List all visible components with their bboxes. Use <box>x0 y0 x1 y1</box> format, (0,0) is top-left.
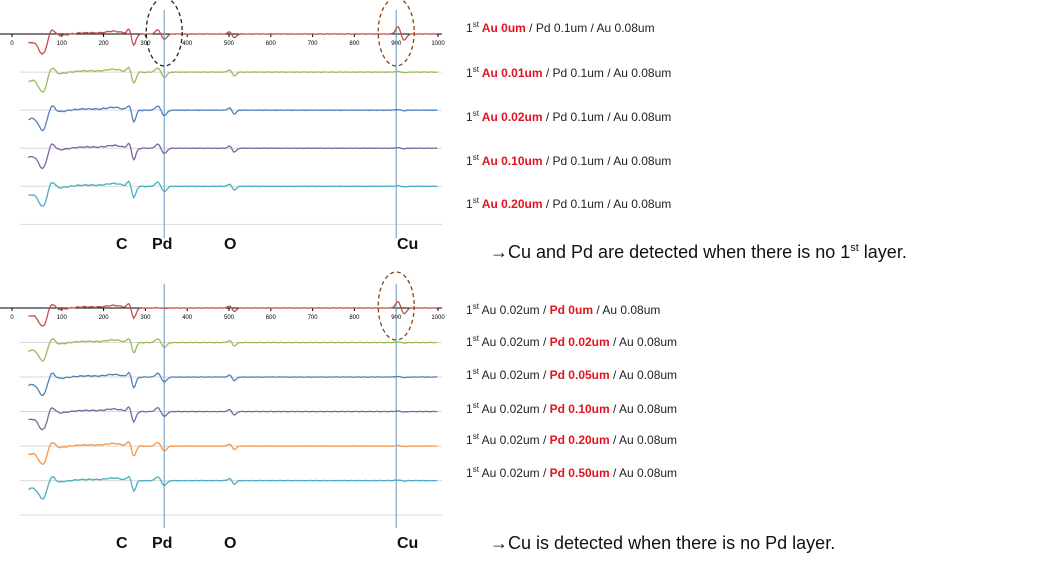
x-tick-label: 0 <box>10 315 14 321</box>
element-label: O <box>224 236 237 253</box>
highlight-circle <box>145 0 183 67</box>
spectrum-line <box>28 25 438 55</box>
x-tick-label: 500 <box>224 41 235 47</box>
spectrum-line <box>28 66 438 94</box>
x-tick-label: 800 <box>349 41 360 47</box>
legend-entry: 1st Au 0.02um / Pd 0.1um / Au 0.08um <box>466 109 672 124</box>
element-label: Pd <box>152 535 173 552</box>
conclusion-note: →Cu and Pd are detected when there is no… <box>490 242 907 262</box>
x-tick-label: 500 <box>224 315 235 321</box>
element-label: O <box>224 535 237 552</box>
spectrum-line <box>28 105 438 132</box>
legend-entry: 1st Au 0.02um / Pd 0.50um / Au 0.08um <box>466 465 678 480</box>
x-tick-label: 0 <box>10 41 14 47</box>
x-tick-label: 300 <box>140 41 151 47</box>
legend-entry: 1st Au 0.02um / Pd 0.20um / Au 0.08um <box>466 432 678 447</box>
auger-spectra-plot: 0100200300400500600700800900100001002003… <box>0 0 445 528</box>
x-tick-label: 700 <box>308 41 319 47</box>
x-tick-label: 1000 <box>431 41 445 47</box>
spectrum-line <box>28 406 438 431</box>
spectrum-line <box>28 371 438 397</box>
legend-entry: 1st Au 0.02um / Pd 0.10um / Au 0.08um <box>466 401 678 416</box>
highlight-circle <box>377 271 415 341</box>
x-tick-label: 700 <box>308 315 319 321</box>
element-label: Cu <box>397 535 419 552</box>
legend-entry: 1st Au 0.02um / Pd 0.05um / Au 0.08um <box>466 367 678 382</box>
x-tick-label: 200 <box>99 41 110 47</box>
spectrum-line <box>28 180 438 207</box>
spectrum-line <box>28 475 438 500</box>
x-tick-label: 1000 <box>431 315 445 321</box>
element-label: C <box>116 535 128 552</box>
highlight-circle <box>377 0 415 67</box>
element-label: Cu <box>397 236 419 253</box>
legend-entry: 1st Au 0.02um / Pd 0um / Au 0.08um <box>466 302 661 317</box>
legend-entry: 1st Au 0.10um / Pd 0.1um / Au 0.08um <box>466 153 672 168</box>
x-tick-label: 100 <box>57 315 68 321</box>
legend-entry: 1st Au 0.20um / Pd 0.1um / Au 0.08um <box>466 196 672 211</box>
x-tick-label: 400 <box>182 41 193 47</box>
x-tick-label: 300 <box>140 315 151 321</box>
legend-entry: 1st Au 0.02um / Pd 0.02um / Au 0.08um <box>466 334 678 349</box>
spectrum-line <box>27 142 438 170</box>
conclusion-note: →Cu is detected when there is no Pd laye… <box>490 533 836 553</box>
x-tick-label: 100 <box>57 41 68 47</box>
legend-entry: 1st Au 0.01um / Pd 0.1um / Au 0.08um <box>466 65 672 80</box>
element-label: Pd <box>152 236 173 253</box>
x-tick-label: 800 <box>349 315 360 321</box>
spectrum-line <box>28 338 438 362</box>
x-tick-label: 400 <box>182 315 193 321</box>
x-tick-label: 600 <box>266 315 277 321</box>
x-tick-label: 200 <box>99 315 110 321</box>
legend-entry: 1st Au 0um / Pd 0.1um / Au 0.08um <box>466 20 655 35</box>
x-tick-label: 600 <box>266 41 277 47</box>
element-label: C <box>116 236 128 253</box>
spectrum-line <box>28 441 438 465</box>
spectrum-line <box>28 300 438 327</box>
